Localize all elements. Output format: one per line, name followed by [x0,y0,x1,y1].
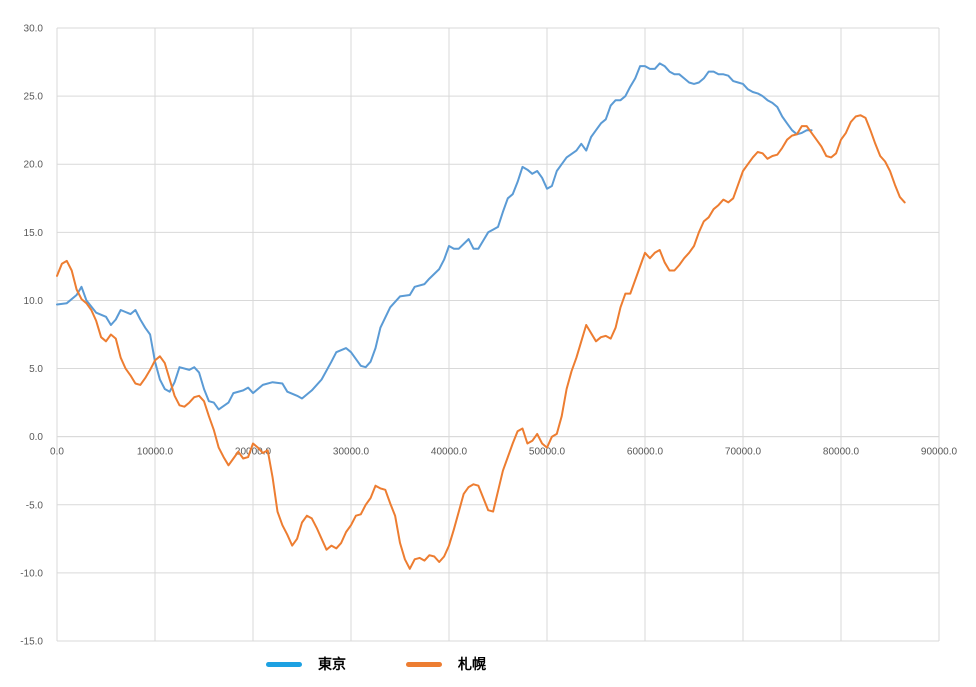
y-tick-label: 30.0 [24,24,44,35]
series-line-sapporo [56,114,906,570]
x-tick-label: 80000.0 [823,447,860,458]
y-tick-label: 5.0 [29,364,43,375]
x-tick-label: 10000.0 [137,447,174,458]
series-layer [56,62,906,570]
y-tick-label: -10.0 [20,568,43,579]
legend-swatch-tokyo [266,661,302,667]
y-tick-label: -15.0 [20,637,43,648]
x-axis-tick-labels: 0.0 10000.0 20000.0 30000.0 40000.0 50000.0 60… [50,447,957,458]
legend-swatch-sapporo [406,661,442,667]
y-tick-label: 25.0 [24,92,44,103]
x-tick-label: 20000.0 [235,447,272,458]
x-tick-label: 30000.0 [333,447,370,458]
x-tick-label: 60000.0 [627,447,664,458]
line-chart: 30.0 25.0 20.0 15.0 10.0 5.0 0.0 -5.0 -10.0 -15.0… [20,24,957,648]
y-tick-label: 0.0 [29,432,43,443]
y-tick-label: 10.0 [24,296,44,307]
x-tick-label: 90000.0 [921,447,958,458]
x-tick-label: 40000.0 [431,447,468,458]
legend: 東京 札幌 [0,652,976,676]
legend-label-tokyo: 東京 [318,657,346,673]
legend-item-sapporo: 札幌 [406,652,486,676]
y-axis-tick-labels: 30.0 25.0 20.0 15.0 10.0 5.0 0.0 -5.0 -10.0 -15.0 [20,24,43,648]
y-tick-label: -5.0 [26,500,44,511]
gridlines [56,27,940,642]
legend-label-sapporo: 札幌 [458,657,486,673]
x-tick-label: 50000.0 [529,447,566,458]
series-line-tokyo [56,62,813,411]
y-tick-label: 20.0 [24,160,44,171]
legend-item-tokyo: 東京 [266,652,346,676]
x-tick-label: 70000.0 [725,447,762,458]
x-tick-label: 0.0 [50,447,64,458]
y-tick-label: 15.0 [24,228,44,239]
